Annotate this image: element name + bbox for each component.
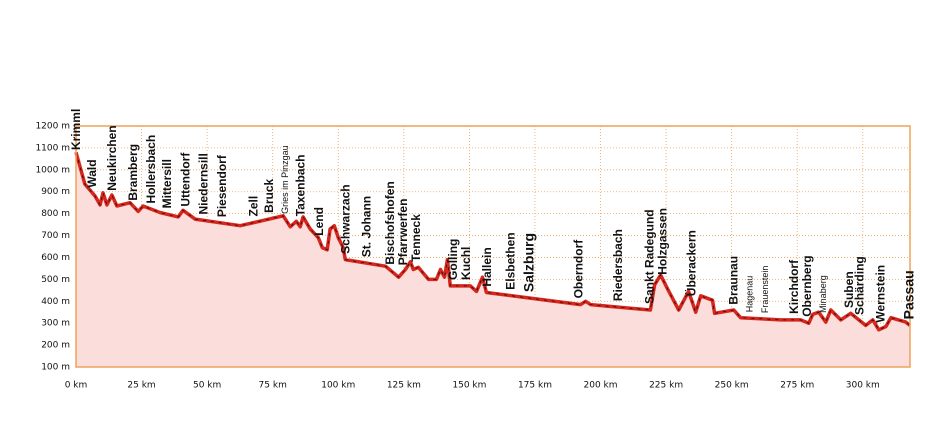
x-tick-label: 25 km	[127, 381, 155, 391]
town-label: Krimml	[69, 109, 83, 150]
x-tick-label: 175 km	[518, 381, 552, 391]
town-label: Bischofshofen	[383, 181, 397, 264]
town-label: Wernstein	[873, 265, 887, 323]
y-tick-label: 800 m	[41, 209, 70, 219]
y-tick-label: 100 m	[41, 363, 70, 373]
y-tick-label: 900 m	[41, 187, 70, 197]
town-label: Oberndorf	[572, 239, 586, 299]
town-label: Schwarzach	[338, 184, 352, 253]
town-label: Salzburg	[520, 233, 536, 292]
x-tick-label: 275 km	[780, 381, 814, 391]
town-label: Taxenbach	[294, 154, 308, 216]
town-label: Elsbethen	[504, 232, 518, 289]
town-label: Hollersbach	[144, 135, 158, 204]
y-tick-label: 1000 m	[35, 165, 70, 175]
town-label: Braunau	[726, 256, 740, 305]
town-label: Pfarrwerfen	[396, 199, 410, 266]
town-label: Holzgassen	[656, 208, 670, 275]
town-label: Bramberg	[126, 144, 140, 201]
plot-frame	[75, 125, 911, 368]
town-label: Hallein	[480, 247, 494, 286]
town-label: Kirchdorf	[787, 259, 801, 314]
town-label: Piesendorf	[215, 154, 229, 217]
town-label: Gries im Pinzgau	[280, 145, 290, 214]
y-tick-label: 200 m	[41, 341, 70, 351]
town-label: Sankt Radegund	[643, 209, 657, 304]
elevation-line-dash	[75, 152, 911, 331]
town-label: Niedernsill	[197, 153, 211, 214]
town-label: Schärding	[852, 256, 866, 315]
y-tick-label: 500 m	[41, 275, 70, 285]
town-label: Mittersill	[160, 159, 174, 208]
y-tick-label: 700 m	[41, 231, 70, 241]
town-label: Bruck	[262, 178, 276, 212]
town-label: Minaberg	[818, 275, 828, 313]
town-label: Lend	[312, 207, 326, 236]
town-label: Hagenau	[744, 276, 754, 313]
x-tick-label: 225 km	[649, 381, 683, 391]
x-tick-label: 50 km	[193, 381, 221, 391]
town-label: Neukirchen	[105, 125, 119, 190]
town-label: Passau	[901, 270, 917, 319]
town-label: Tenneck	[409, 214, 423, 262]
y-tick-label: 300 m	[41, 319, 70, 329]
town-label: Suben	[842, 271, 856, 308]
x-tick-label: 250 km	[715, 381, 749, 391]
x-tick-label: 75 km	[259, 381, 287, 391]
town-label: Golling	[446, 239, 460, 280]
town-label: Riedersbach	[611, 229, 625, 301]
y-tick-label: 1100 m	[35, 143, 70, 153]
x-tick-label: 300 km	[846, 381, 880, 391]
town-label: Kuchl	[459, 247, 473, 280]
town-label: Zell	[247, 196, 261, 217]
x-tick-label: 125 km	[387, 381, 421, 391]
town-label: Uttendorf	[178, 152, 192, 207]
y-tick-label: 600 m	[41, 253, 70, 263]
y-tick-label: 1200 m	[35, 122, 70, 132]
y-tick-label: 400 m	[41, 297, 70, 307]
town-label: Überackern	[683, 230, 698, 296]
town-label: Wald	[85, 159, 99, 187]
town-label: Frauenstein	[760, 266, 770, 314]
x-tick-label: 150 km	[452, 381, 486, 391]
town-label: Obernberg	[800, 255, 814, 316]
town-label: St. Johann	[359, 196, 373, 257]
x-tick-label: 100 km	[321, 381, 355, 391]
elevation-area	[76, 152, 910, 367]
x-tick-label: 0 km	[65, 381, 88, 391]
x-tick-label: 200 km	[584, 381, 618, 391]
